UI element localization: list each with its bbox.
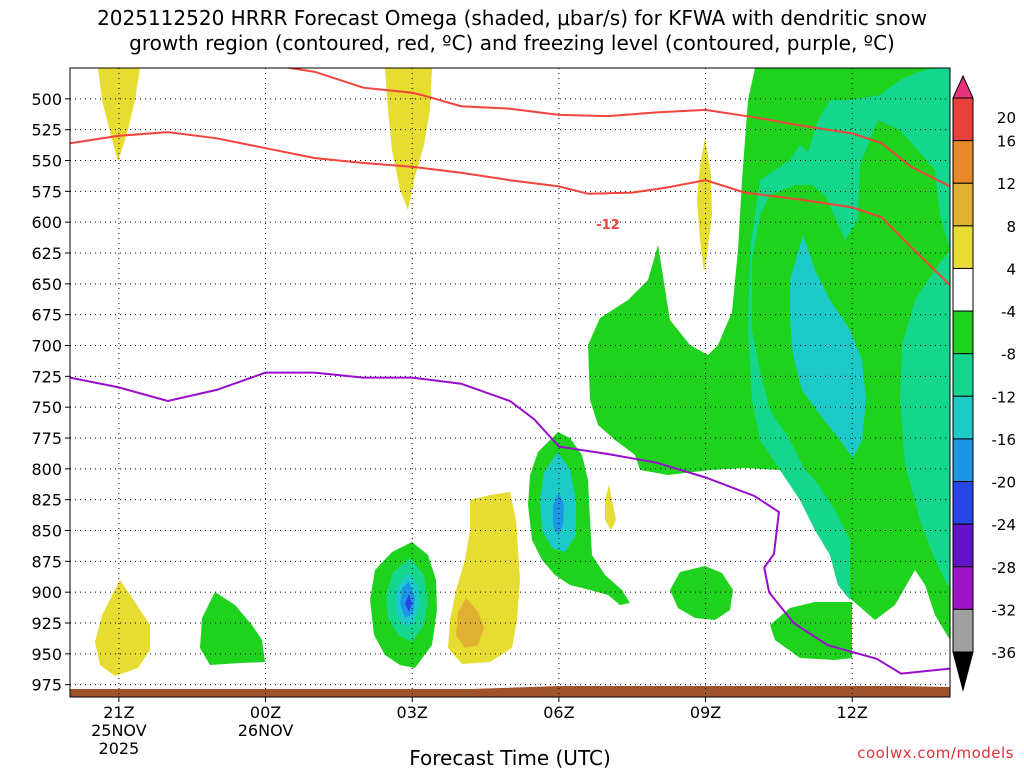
chart-title: 2025112520 HRRR Forecast Omega (shaded, … [0, 6, 1024, 56]
contour-lines [70, 68, 950, 675]
colorbar-bottom-arrow [952, 651, 974, 692]
omega-region-yellow-21z-lower [95, 580, 150, 676]
grid [70, 68, 950, 697]
plot-border [69, 67, 951, 698]
colorbar-label-4: 4 [1006, 260, 1016, 278]
y-tick-label-500: 500 [31, 90, 62, 109]
omega-region-teal [748, 68, 950, 600]
y-tick-label-675: 675 [31, 306, 62, 325]
contour-dgz_-12 [70, 131, 950, 286]
colorbar-label--16: -16 [992, 431, 1017, 449]
y-tick-label-600: 600 [31, 213, 62, 232]
y-tick-label-750: 750 [31, 398, 62, 417]
contour-label-minus-12: -12 [596, 218, 620, 233]
colorbar-swatch-8 [952, 395, 974, 440]
colorbar-label-12: 12 [997, 175, 1016, 193]
colorbar-swatch-5 [952, 267, 974, 312]
colorbar-label--28: -28 [992, 559, 1017, 577]
x-tick-label-21Z-1: 21Z [103, 703, 134, 722]
x-tick-label-09Z-1: 09Z [690, 703, 721, 722]
colorbar-swatch-3 [952, 182, 974, 227]
y-tick-label-800: 800 [31, 460, 62, 479]
y-tick-label-775: 775 [31, 429, 62, 448]
colorbar-swatch-1 [952, 97, 974, 142]
colorbar-swatch-11 [952, 523, 974, 568]
colorbar-swatch-13 [952, 608, 974, 653]
y-tick-label-875: 875 [31, 552, 62, 571]
chart-title-line-1: 2025112520 HRRR Forecast Omega (shaded, … [97, 6, 927, 30]
y-tick-label-850: 850 [31, 522, 62, 541]
colorbar-label-16: 16 [997, 133, 1016, 151]
colorbar-label--36: -36 [992, 644, 1017, 662]
y-tick-label-725: 725 [31, 367, 62, 386]
contour-dgz_-18 [283, 68, 950, 188]
x-tick-label-00Z-2: 26NOV [238, 721, 294, 740]
colorbar-swatch-2 [952, 140, 974, 184]
y-tick-label-825: 825 [31, 491, 62, 510]
contour-freezing_level_0 [70, 371, 950, 675]
y-tick-label-650: 650 [31, 275, 62, 294]
y-tick-label-625: 625 [31, 244, 62, 263]
chart-title-line-2: growth region (contoured, red, ºC) and f… [129, 31, 895, 55]
terrain-strip [70, 686, 950, 697]
terrain-fill [70, 689, 950, 697]
terrain-bump [470, 686, 950, 689]
colorbar-swatch-9 [952, 438, 974, 483]
colorbar-swatch-12 [952, 566, 974, 610]
colorbar-label--32: -32 [992, 601, 1017, 619]
x-tick-label-12Z-1: 12Z [837, 703, 868, 722]
y-tick-label-575: 575 [31, 182, 62, 201]
y-tick-label-900: 900 [31, 583, 62, 602]
plot-area: -12 [70, 68, 950, 697]
colorbar-label--12: -12 [992, 388, 1017, 406]
colorbar-swatch-6 [952, 310, 974, 355]
x-axis-title: Forecast Time (UTC) [409, 746, 611, 768]
omega-region-yellow-21z-upper [98, 68, 140, 162]
x-tick-label-06Z-1: 06Z [543, 703, 574, 722]
omega-region-green-23z [200, 592, 265, 665]
colorbar-label-20: 20 [997, 109, 1016, 127]
omega-region-green-09z [670, 566, 733, 620]
y-tick-label-925: 925 [31, 614, 62, 633]
colorbar: 20 16 12 8 4 -4 -8 -12 -16 -20 -24 -28 -32 -36 [952, 74, 1017, 692]
y-tick-label-550: 550 [31, 152, 62, 171]
x-tick-label-21Z-3: 2025 [99, 739, 140, 758]
colorbar-swatch-4 [952, 225, 974, 269]
credit-text: coolwx.com/models [857, 744, 1014, 762]
y-tick-label-700: 700 [31, 337, 62, 356]
colorbar-label--20: -20 [992, 474, 1017, 492]
y-tick-label-525: 525 [31, 121, 62, 140]
colorbar-swatch-10 [952, 481, 974, 525]
omega-region-yellow-03z-upper [385, 68, 432, 210]
y-tick-label-975: 975 [31, 676, 62, 695]
colorbar-label--4: -4 [1001, 303, 1016, 321]
y-axis: 500 525 550 575 600 625 650 675 700 725 750 775 800 8… [31, 90, 70, 695]
colorbar-label--8: -8 [1001, 346, 1016, 364]
omega-region-cyan-upper [790, 235, 866, 458]
x-tick-label-00Z-1: 00Z [250, 703, 281, 722]
x-tick-label-21Z-2: 25NOV [91, 721, 147, 740]
x-tick-label-03Z-1: 03Z [397, 703, 428, 722]
colorbar-top-arrow [952, 74, 974, 99]
colorbar-label-8: 8 [1006, 218, 1016, 236]
omega-region-green-main [588, 68, 950, 640]
omega-region-yellow-07z [605, 485, 616, 530]
colorbar-label--24: -24 [992, 516, 1017, 534]
omega-region-darkblue-03z [405, 594, 412, 612]
y-tick-label-950: 950 [31, 645, 62, 664]
colorbar-swatch-7 [952, 353, 974, 397]
omega-region-yellow-09z [697, 138, 712, 272]
